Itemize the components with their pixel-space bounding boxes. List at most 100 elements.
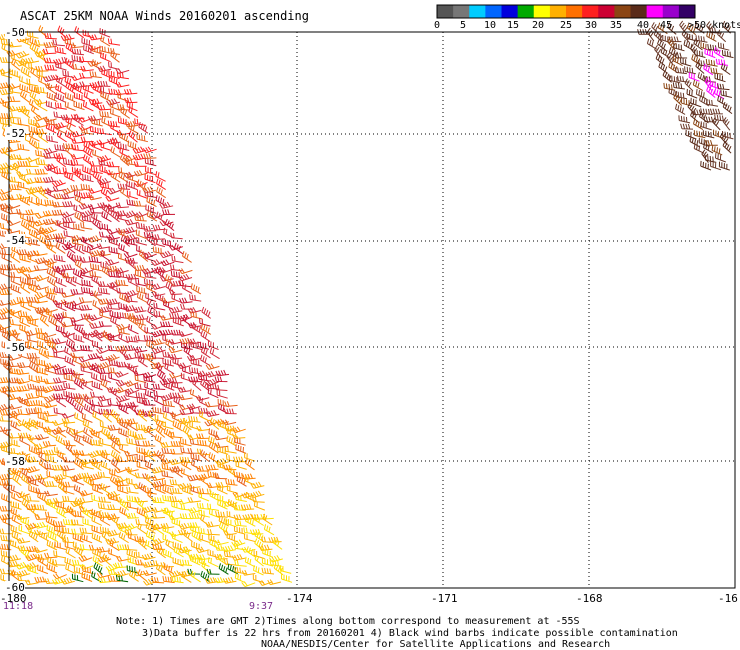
wind-barb bbox=[128, 324, 139, 335]
wind-barb bbox=[152, 246, 165, 255]
wind-barb bbox=[56, 266, 67, 278]
wind-barb bbox=[98, 408, 111, 416]
wind-barb bbox=[73, 475, 85, 486]
colorbar-label: 5 bbox=[460, 20, 467, 31]
wind-barb bbox=[0, 385, 13, 393]
wind-barb bbox=[87, 352, 102, 360]
wind-barb bbox=[92, 411, 103, 422]
wind-barb bbox=[1, 252, 13, 263]
colorbar-swatch bbox=[662, 5, 680, 18]
wind-barb bbox=[156, 186, 166, 199]
wind-barb bbox=[45, 454, 57, 464]
wind-barb bbox=[17, 408, 31, 416]
wind-barb bbox=[8, 153, 22, 160]
wind-barb bbox=[27, 383, 40, 390]
wind-barb bbox=[34, 292, 49, 300]
wind-barb bbox=[92, 299, 103, 312]
wind-barb bbox=[44, 240, 58, 247]
wind-barb bbox=[53, 393, 66, 400]
wind-barb bbox=[123, 226, 138, 234]
wind-barb bbox=[719, 132, 729, 146]
longitude-label: -171 bbox=[431, 592, 458, 605]
wind-barb bbox=[281, 573, 293, 583]
wind-barb bbox=[70, 153, 85, 160]
wind-barb bbox=[12, 330, 22, 343]
wind-barb bbox=[74, 194, 85, 206]
wind-barb bbox=[1, 170, 12, 182]
wind-barb bbox=[9, 86, 22, 94]
wind-barb bbox=[172, 317, 184, 327]
wind-barb bbox=[156, 450, 166, 463]
wind-barb bbox=[37, 100, 48, 112]
wind-barb bbox=[138, 482, 149, 494]
wind-barb bbox=[0, 307, 12, 315]
wind-barb bbox=[207, 471, 220, 479]
wind-barb bbox=[244, 556, 256, 568]
wind-barb bbox=[160, 329, 174, 336]
wind-barb bbox=[73, 371, 85, 382]
wind-barb bbox=[129, 402, 140, 415]
wind-barb bbox=[173, 546, 184, 558]
wind-barb bbox=[44, 287, 58, 295]
wind-barb bbox=[709, 108, 723, 115]
wind-barb bbox=[96, 546, 111, 553]
wind-barb bbox=[142, 186, 157, 194]
wind-barb bbox=[29, 37, 41, 48]
wind-barb bbox=[37, 491, 48, 503]
wind-barb bbox=[15, 50, 30, 59]
wind-barb bbox=[35, 553, 49, 560]
wind-barb bbox=[715, 152, 726, 163]
wind-barb bbox=[35, 158, 48, 166]
wind-barb bbox=[199, 396, 210, 408]
wind-barb bbox=[99, 181, 112, 190]
wind-barb bbox=[8, 176, 22, 184]
colorbar-swatch bbox=[453, 5, 470, 18]
wind-barb bbox=[34, 521, 49, 529]
wind-barb bbox=[45, 118, 58, 126]
wind-barb bbox=[224, 401, 238, 407]
wind-barb bbox=[125, 237, 138, 246]
wind-barb bbox=[91, 45, 103, 55]
wind-barb bbox=[163, 299, 174, 311]
wind-barb bbox=[165, 281, 176, 294]
wind-barb bbox=[718, 161, 730, 171]
wind-barb bbox=[214, 458, 229, 466]
wind-barb bbox=[53, 446, 66, 455]
wind-barb bbox=[169, 496, 183, 503]
wind-barb bbox=[684, 78, 694, 92]
wind-barb bbox=[677, 75, 690, 83]
wind-barb bbox=[105, 353, 120, 362]
wind-barb bbox=[171, 517, 183, 528]
wind-barb bbox=[207, 556, 219, 568]
wind-barb bbox=[88, 249, 103, 258]
wind-barb bbox=[686, 22, 697, 36]
wind-barb bbox=[125, 273, 139, 280]
wind-barb bbox=[204, 419, 219, 427]
wind-barb bbox=[146, 210, 158, 222]
colorbar-swatch bbox=[437, 5, 454, 18]
wind-barb bbox=[151, 234, 166, 240]
wind-barb bbox=[217, 398, 230, 408]
wind-barb bbox=[100, 460, 112, 472]
wind-barb bbox=[154, 523, 165, 535]
wind-barb bbox=[96, 177, 111, 186]
wind-barb bbox=[19, 396, 31, 407]
wind-barb bbox=[124, 289, 139, 298]
wind-barb bbox=[162, 495, 175, 503]
wind-barb bbox=[118, 524, 130, 535]
wind-barb bbox=[119, 506, 130, 518]
wind-barb bbox=[152, 383, 166, 390]
wind-barb bbox=[105, 169, 120, 176]
wind-barb bbox=[234, 572, 246, 584]
wind-barb bbox=[268, 555, 283, 563]
wind-barb bbox=[71, 234, 85, 242]
wind-barb bbox=[713, 47, 724, 59]
wind-barb bbox=[21, 498, 31, 511]
wind-barb bbox=[168, 514, 183, 521]
wind-barb bbox=[28, 118, 40, 128]
wind-barb bbox=[234, 494, 247, 502]
wind-barb bbox=[208, 452, 219, 464]
wind-barb bbox=[128, 123, 139, 134]
wind-barb bbox=[101, 203, 111, 216]
wind-barb bbox=[82, 84, 94, 94]
